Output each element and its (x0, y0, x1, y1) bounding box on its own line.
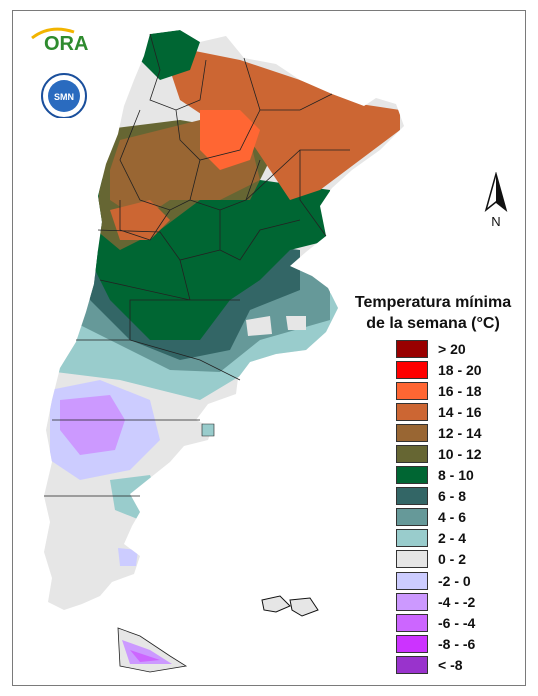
legend: > 20 18 - 20 16 - 18 14 - 16 12 - 14 10 - 12 8… (396, 338, 482, 676)
legend-swatch (396, 508, 428, 527)
legend-label: 12 - 14 (438, 424, 482, 441)
legend-item: -2 - 0 (396, 570, 482, 591)
zone-minus4-minus2 (60, 395, 125, 455)
legend-title: Temperatura mínima de la semana (°C) (338, 292, 528, 334)
legend-label: 2 - 4 (438, 530, 467, 547)
legend-swatch (396, 339, 428, 358)
legend-item: -4 - -2 (396, 591, 482, 612)
legend-item: < -8 (396, 654, 482, 675)
legend-title-line2: de la semana (°C) (366, 315, 500, 332)
legend-item: 10 - 12 (396, 443, 482, 464)
temperature-zones (44, 30, 400, 566)
legend-title-line1: Temperatura mínima (354, 294, 512, 311)
legend-label: 0 - 2 (438, 551, 467, 568)
province-boundaries (44, 33, 350, 497)
legend-item: 0 - 2 (396, 549, 482, 570)
smn-seal: SMN (41, 73, 87, 118)
legend-item: 4 - 6 (396, 507, 482, 528)
legend-label: 14 - 16 (438, 403, 482, 420)
legend-item: 8 - 10 (396, 465, 482, 486)
zone-minus2-0-south (118, 548, 138, 566)
legend-swatch (396, 402, 428, 421)
zone-0-2-patch (246, 316, 272, 336)
zone-8-10-nw (140, 30, 200, 80)
zone-14-16-north (170, 50, 400, 200)
coastal-island (201, 423, 215, 437)
legend-swatch (396, 634, 428, 653)
legend-swatch (396, 360, 428, 379)
legend-label: < -8 (438, 656, 463, 673)
north-label: N (491, 214, 500, 229)
legend-swatch (396, 571, 428, 590)
legend-label: 4 - 6 (438, 509, 467, 526)
ora-and-smn-logo: ORA SMN (31, 27, 88, 118)
ora-logo: ORA (31, 27, 88, 55)
legend-label: > 20 (438, 340, 466, 357)
legend-label: 18 - 20 (438, 361, 482, 378)
zone-16-18 (200, 110, 260, 170)
legend-item: 6 - 8 (396, 486, 482, 507)
legend-swatch (396, 445, 428, 464)
legend-swatch (396, 613, 428, 632)
legend-swatch (396, 381, 428, 400)
legend-item: 18 - 20 (396, 359, 482, 380)
legend-swatch (396, 487, 428, 506)
legend-item: 12 - 14 (396, 422, 482, 443)
legend-swatch (396, 655, 428, 674)
legend-label: 8 - 10 (438, 467, 474, 484)
legend-label: -2 - 0 (438, 572, 471, 589)
legend-swatch (396, 529, 428, 548)
legend-item: 2 - 4 (396, 528, 482, 549)
zone-0-2-patch2 (286, 316, 306, 330)
tierra-del-fuego (117, 627, 188, 673)
legend-item: > 20 (396, 338, 482, 359)
legend-item: 16 - 18 (396, 380, 482, 401)
seal-initials: SMN (54, 92, 74, 102)
north-arrow: N (484, 172, 508, 229)
legend-swatch (396, 592, 428, 611)
legend-swatch (396, 550, 428, 569)
legend-label: -8 - -6 (438, 635, 476, 652)
malvinas-islands (261, 595, 319, 617)
legend-label: -4 - -2 (438, 593, 476, 610)
zone-14-16-west (110, 200, 170, 240)
legend-label: 6 - 8 (438, 488, 467, 505)
ora-wordmark: ORA (44, 33, 88, 55)
legend-swatch (396, 466, 428, 485)
legend-item: -8 - -6 (396, 633, 482, 654)
legend-label: -6 - -4 (438, 614, 476, 631)
legend-label: 10 - 12 (438, 446, 482, 463)
legend-item: 14 - 16 (396, 401, 482, 422)
legend-swatch (396, 423, 428, 442)
legend-item: -6 - -4 (396, 612, 482, 633)
legend-label: 16 - 18 (438, 382, 482, 399)
